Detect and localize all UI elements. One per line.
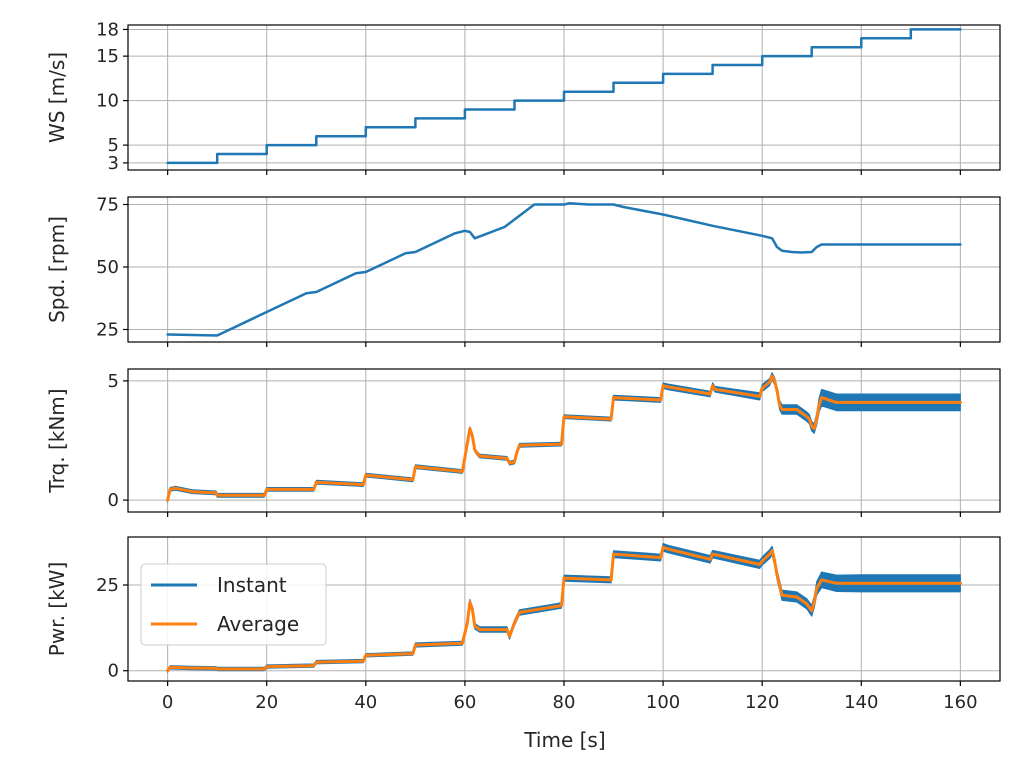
rotor-speed-y-tick-label: 50 xyxy=(96,257,119,278)
legend: Instant Average xyxy=(140,563,327,646)
power-y-tick-label: 25 xyxy=(96,575,119,596)
x-tick-label: 80 xyxy=(553,692,576,713)
x-tick-label: 40 xyxy=(354,692,377,713)
x-tick-label: 120 xyxy=(745,692,779,713)
ylabel-rotor-speed: Spd. [rpm] xyxy=(45,216,69,323)
wind-speed-y-tick-label: 18 xyxy=(96,19,119,40)
legend-instant-label: Instant xyxy=(217,573,287,597)
x-tick-labels: 0 20 40 60 80 100 120 140 160 xyxy=(162,692,978,713)
ylabel-wind-speed: WS [m/s] xyxy=(45,52,69,143)
x-tick-label: 160 xyxy=(943,692,977,713)
rotor-speed-series-line xyxy=(166,202,962,337)
x-axis-label: Time [s] xyxy=(523,728,605,752)
legend-average-label: Average xyxy=(217,612,299,636)
x-tick-label: 100 xyxy=(646,692,680,713)
wind-speed-y-tick-label: 5 xyxy=(108,135,119,156)
power-average-line xyxy=(166,545,962,673)
torque-y-tick-label: 5 xyxy=(108,371,119,392)
ylabel-power: Pwr. [kW] xyxy=(45,562,69,656)
ylabel-torque: Trq. [kNm] xyxy=(45,388,69,493)
torque-average-line xyxy=(166,374,962,502)
x-tick-label: 20 xyxy=(255,692,278,713)
rotor-speed-y-tick-label: 75 xyxy=(96,195,119,216)
x-tick-label: 140 xyxy=(844,692,878,713)
rotor-speed-y-tick-label: 25 xyxy=(96,320,119,341)
x-tick-label: 0 xyxy=(162,692,173,713)
wind-speed-y-tick-label: 3 xyxy=(108,153,119,174)
power-y-tick-label: 0 xyxy=(108,661,119,682)
panel-torque: 0 5 Trq. [kNm] xyxy=(45,368,1001,517)
wind-speed-y-tick-label: 10 xyxy=(96,91,119,112)
wind-speed-series-line xyxy=(166,28,962,165)
panel-wind-speed: 35 10 15 18 WS [m/s] xyxy=(45,19,1001,175)
torque-y-tick-label: 0 xyxy=(108,490,119,511)
wind-speed-y-tick-label: 15 xyxy=(96,46,119,67)
panel-rotor-speed: 25 50 75 Spd. [rpm] xyxy=(45,195,1001,347)
x-tick-label: 60 xyxy=(453,692,476,713)
